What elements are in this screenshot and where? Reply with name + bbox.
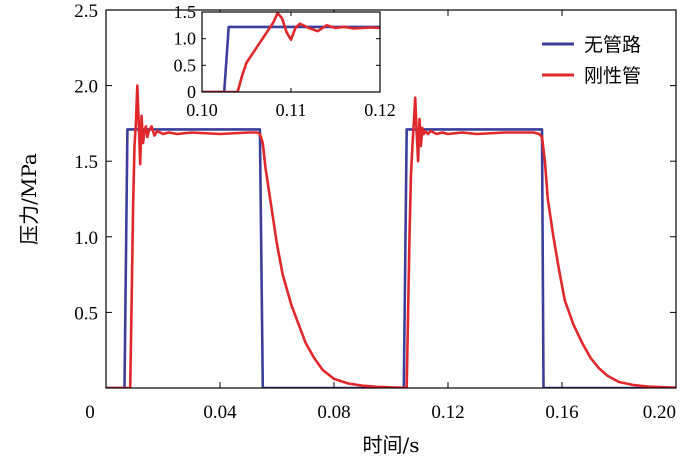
legend-label: 刚性管 bbox=[584, 65, 641, 87]
main-plot-lines bbox=[106, 84, 676, 388]
y-tick-label: 0.5 bbox=[74, 303, 98, 324]
x-tick-label: 0.04 bbox=[203, 402, 237, 423]
x-axis-title: 时间/s bbox=[362, 433, 419, 457]
x-tick-label: 0 bbox=[85, 402, 95, 423]
inset-y-tick-label: 0 bbox=[187, 82, 196, 102]
inset-y-tick-label: 1.0 bbox=[174, 29, 197, 49]
y-tick-label: 1.5 bbox=[74, 152, 98, 173]
y-tick-label: 2.0 bbox=[74, 77, 98, 98]
plot-frame bbox=[105, 9, 677, 389]
legend-label: 无管路 bbox=[584, 34, 641, 56]
x-tick-label: 0.16 bbox=[545, 402, 578, 423]
y-tick-label: 1.0 bbox=[74, 228, 98, 249]
inset-series-line-rigid-pipe bbox=[202, 12, 380, 92]
x-tick-label: 0.12 bbox=[431, 402, 464, 423]
y-tick-label: 2.5 bbox=[74, 1, 98, 22]
inset-plot: 0.10 0.11 0.12 0 0.5 1.0 1.5 bbox=[174, 2, 396, 120]
series-line-rigid-pipe bbox=[106, 84, 676, 388]
inset-x-tick-label: 0.12 bbox=[364, 100, 396, 120]
y-axis-title: 压力/MPa bbox=[17, 153, 41, 245]
inset-y-tick-label: 1.5 bbox=[174, 2, 197, 22]
inset-y-tick-label: 0.5 bbox=[174, 55, 197, 75]
inset-x-tick-label: 0.11 bbox=[276, 100, 307, 120]
inset-x-tick-label: 0.10 bbox=[186, 100, 218, 120]
series-line-no-pipe bbox=[106, 128, 676, 388]
x-tick-label: 0.20 bbox=[643, 402, 676, 423]
x-tick-label: 0.08 bbox=[317, 402, 350, 423]
